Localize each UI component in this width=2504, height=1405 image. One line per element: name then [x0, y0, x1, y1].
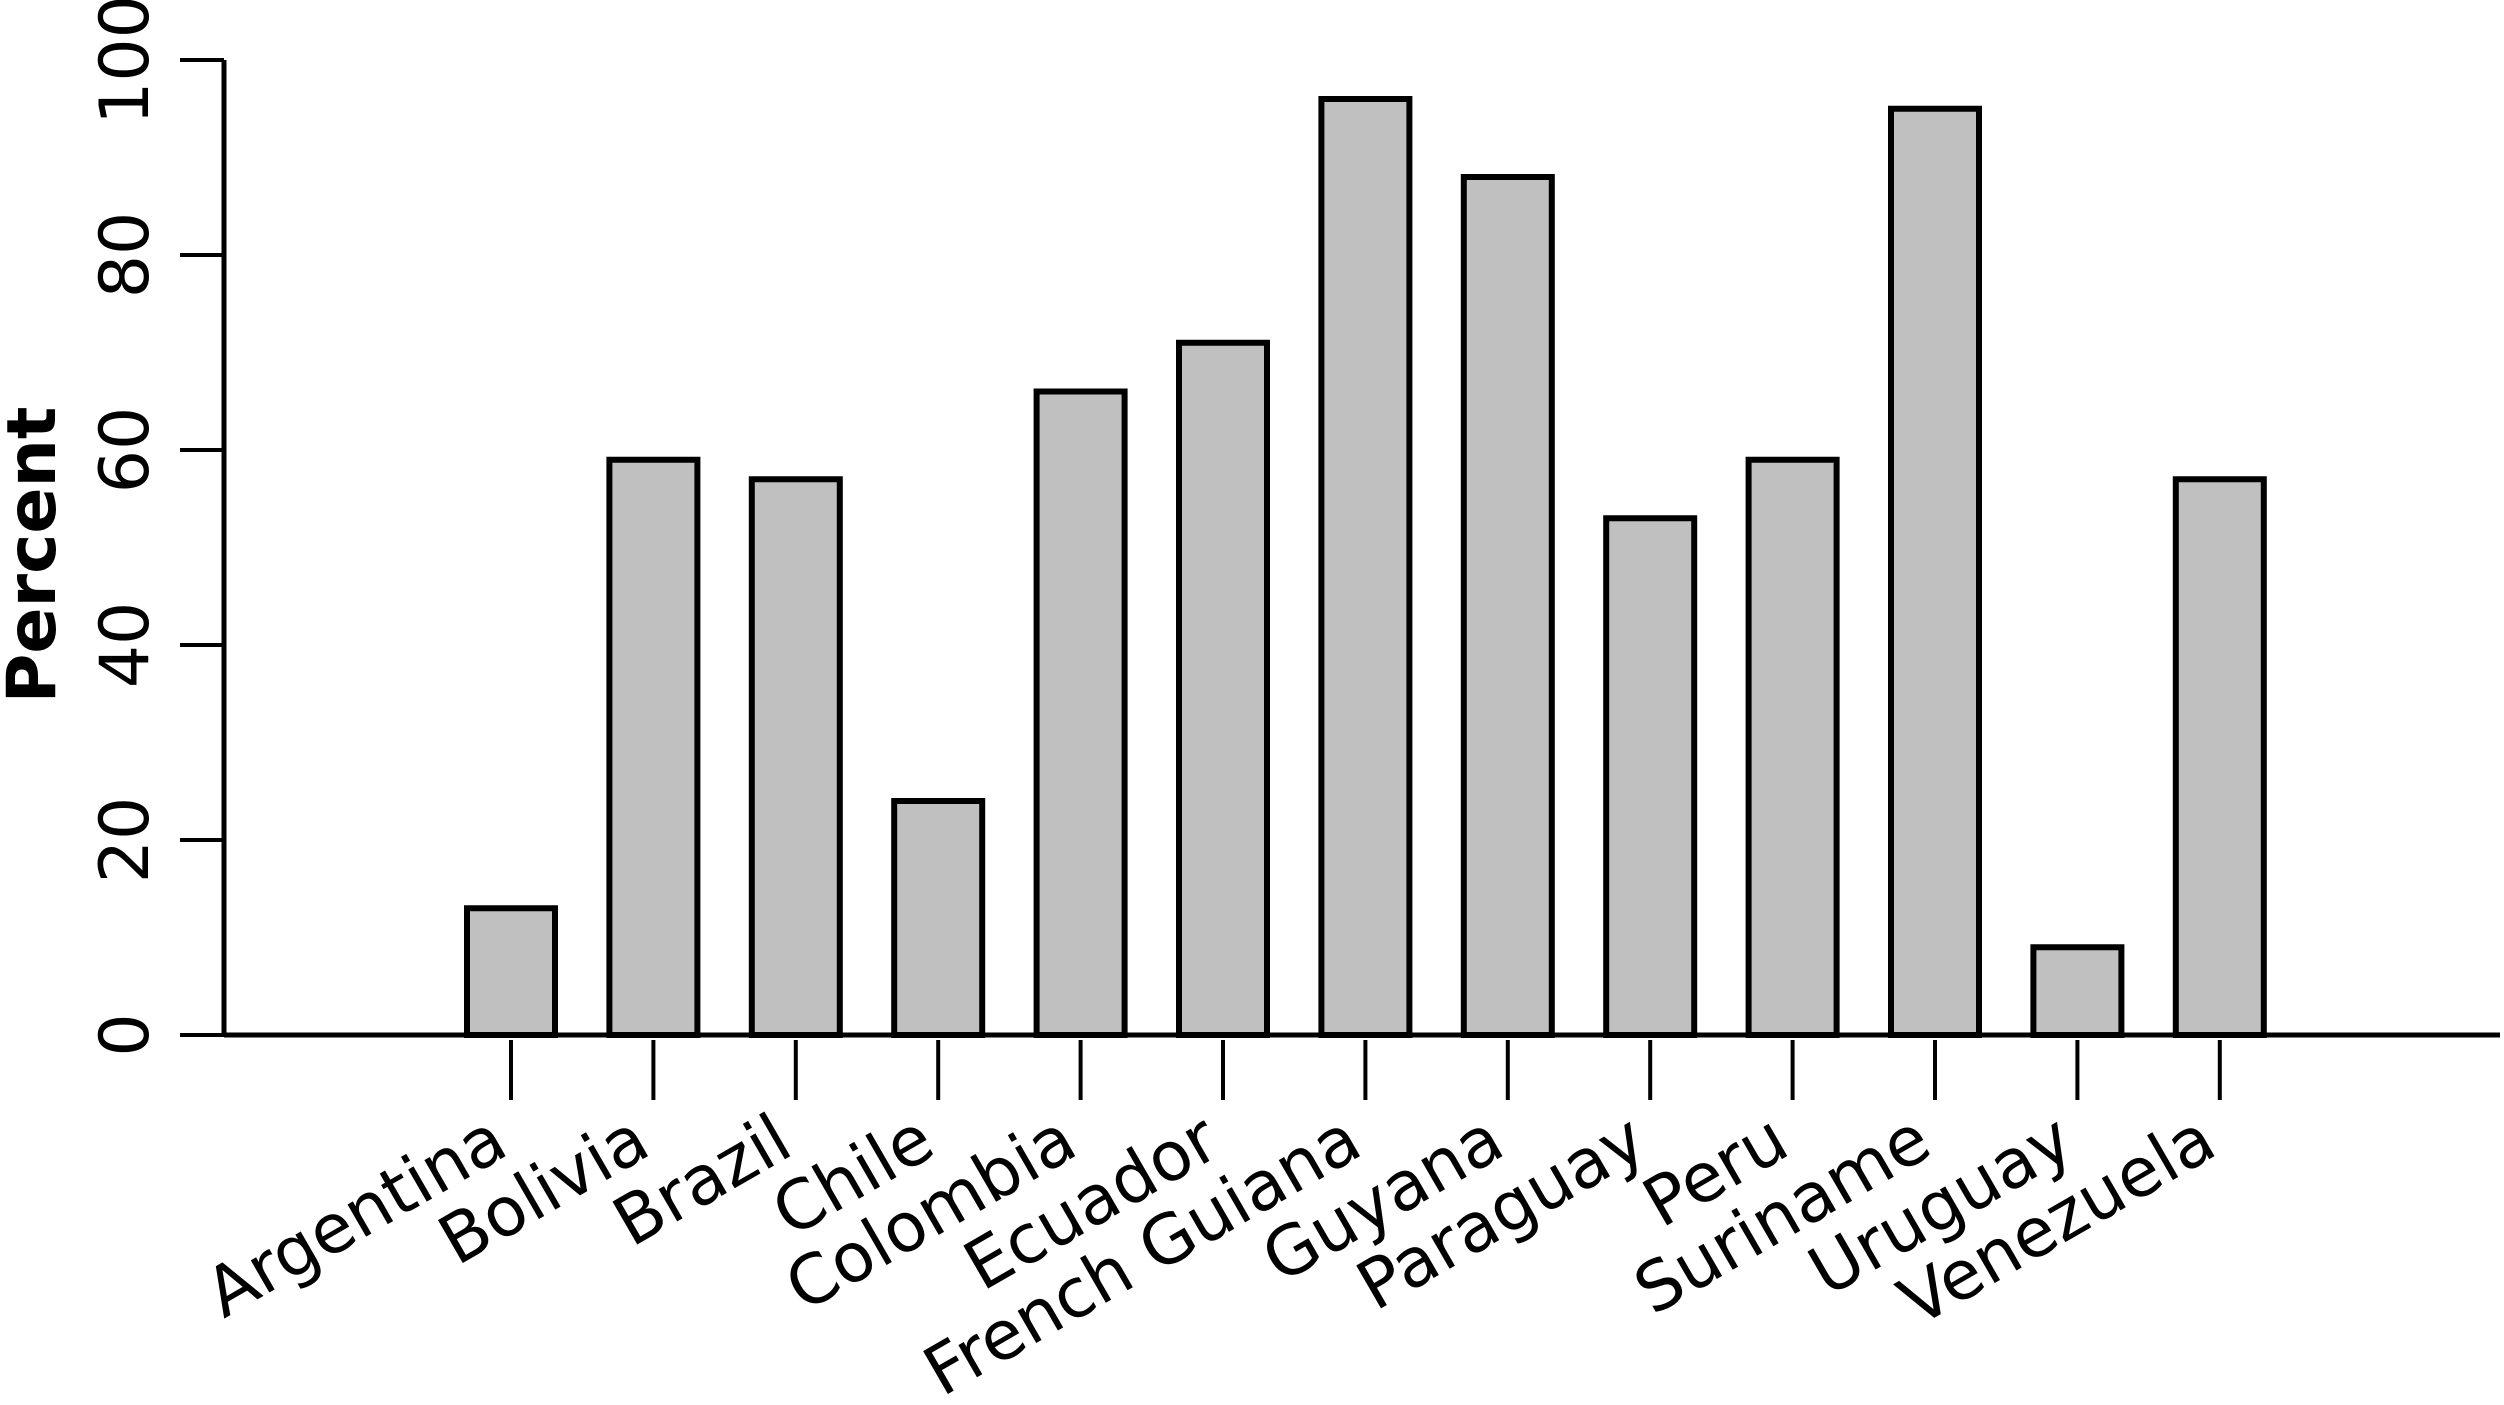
- bar-colombia: [1033, 388, 1128, 1038]
- bar-peru: [1745, 456, 1840, 1038]
- bar-paraguay: [1603, 515, 1698, 1038]
- y-tick-label: 100: [86, 0, 165, 125]
- bar-argentina: [464, 905, 558, 1038]
- y-tick-label: 80: [86, 212, 165, 299]
- bar-chile: [891, 798, 986, 1038]
- y-axis-label: Percent: [0, 407, 72, 704]
- y-tick-label: 20: [86, 797, 165, 884]
- bar-suriname: [1888, 105, 1982, 1038]
- bar-venezuela: [2172, 476, 2267, 1038]
- bar-french-guiana: [1318, 96, 1413, 1038]
- y-axis: 0 20 40 60 80 100: [86, 0, 227, 1057]
- x-axis: ArgentinaBoliviaBrazilChileColombiaEcuad…: [193, 1032, 2500, 1405]
- bar-brazil: [748, 476, 843, 1038]
- y-tick-label: 0: [86, 1013, 165, 1056]
- y-tick-label: 40: [86, 602, 165, 689]
- bar-uruguay: [2030, 944, 2125, 1038]
- bars-group: [464, 96, 2267, 1038]
- bar-ecuador: [1176, 339, 1270, 1038]
- bar-guyana: [1460, 174, 1555, 1038]
- bar-bolivia: [606, 456, 701, 1038]
- y-tick-label: 60: [86, 407, 165, 494]
